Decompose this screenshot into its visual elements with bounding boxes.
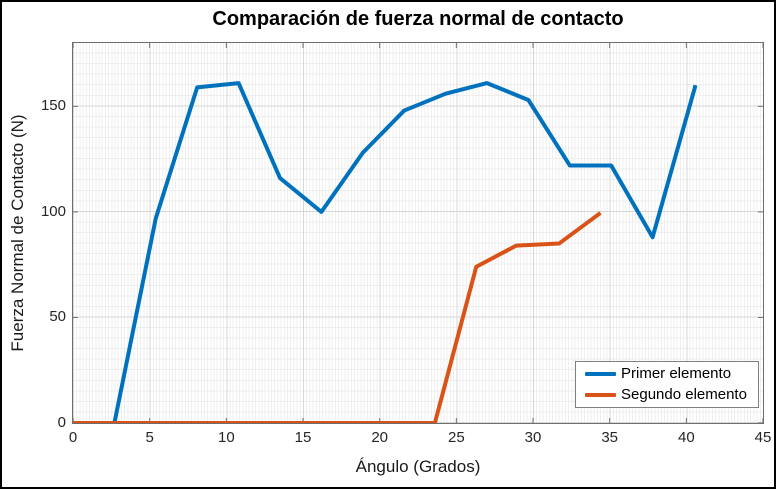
legend-item-primer: Primer elemento: [585, 365, 758, 383]
x-tick-label: 40: [677, 429, 695, 446]
x-tick-label: 20: [371, 429, 388, 446]
x-tick-label: 35: [601, 429, 618, 446]
legend-label: Segundo elemento: [621, 386, 747, 403]
y-tick-label: 0: [57, 414, 66, 431]
x-tick-label: 25: [447, 429, 465, 446]
legend-line-sample-orange: [585, 393, 616, 397]
x-axis-label: Ángulo (Grados): [355, 457, 481, 476]
plot-area: Primer elemento Segundo elemento: [72, 42, 764, 424]
series-line-0: [73, 81, 698, 423]
series-lines-svg: [73, 43, 763, 423]
series-line-1: [73, 211, 602, 423]
y-tick-label: 150: [40, 97, 66, 115]
legend-label: Primer elemento: [621, 365, 732, 382]
legend-item-segundo: Segundo elemento: [585, 386, 758, 404]
x-tick-label: 10: [217, 429, 235, 446]
chart-title: Comparación de fuerza normal de contacto: [212, 8, 624, 30]
x-tick-label: 30: [524, 429, 542, 446]
x-tick-label: 0: [68, 429, 78, 446]
x-tick-label: 15: [294, 429, 312, 446]
x-tick-label: 5: [145, 429, 154, 446]
y-tick-label: 50: [49, 308, 66, 326]
y-tick-label: 100: [40, 202, 66, 220]
legend: Primer elemento Segundo elemento: [575, 361, 759, 408]
x-tick-label: 45: [754, 429, 772, 446]
legend-line-sample-blue: [585, 372, 616, 376]
